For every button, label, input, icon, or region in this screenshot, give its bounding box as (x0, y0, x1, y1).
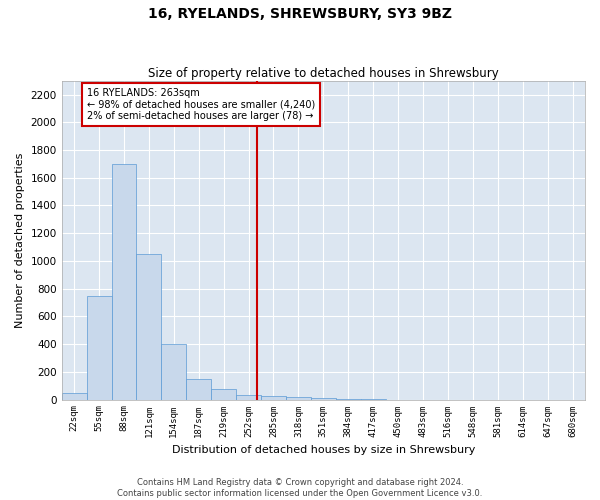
Bar (161, 344, 186, 400)
Bar (186, 379, 211, 400)
Bar (62, 392, 86, 400)
Title: Size of property relative to detached houses in Shrewsbury: Size of property relative to detached ho… (148, 66, 499, 80)
X-axis label: Distribution of detached houses by size in Shrewsbury: Distribution of detached houses by size … (172, 445, 475, 455)
Text: 16, RYELANDS, SHREWSBURY, SY3 9BZ: 16, RYELANDS, SHREWSBURY, SY3 9BZ (148, 8, 452, 22)
Bar (236, 396, 261, 400)
Bar (211, 389, 236, 400)
Text: 16 RYELANDS: 263sqm
← 98% of detached houses are smaller (4,240)
2% of semi-deta: 16 RYELANDS: 263sqm ← 98% of detached ho… (86, 88, 315, 121)
Text: Contains HM Land Registry data © Crown copyright and database right 2024.
Contai: Contains HM Land Registry data © Crown c… (118, 478, 482, 498)
Y-axis label: Number of detached properties: Number of detached properties (15, 152, 25, 328)
Bar (261, 396, 286, 400)
Bar (112, 164, 136, 400)
Bar (336, 399, 361, 400)
Bar (286, 398, 311, 400)
Bar (136, 254, 161, 400)
Bar (86, 296, 112, 400)
Bar (311, 398, 336, 400)
